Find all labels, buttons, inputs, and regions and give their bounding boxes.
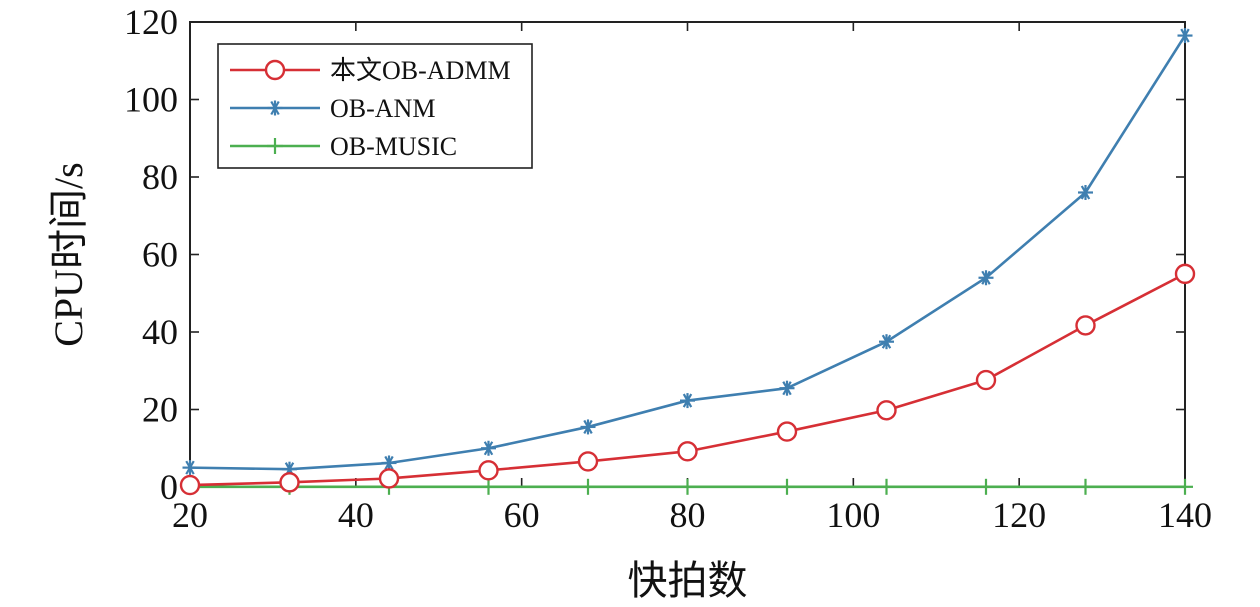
data-point bbox=[1174, 263, 1196, 285]
legend-label: OB-MUSIC bbox=[330, 132, 457, 161]
x-tick-label: 100 bbox=[826, 495, 880, 535]
data-point bbox=[378, 468, 400, 489]
data-point bbox=[677, 441, 698, 462]
legend: 本文OB-ADMM OB-ANM OB-MUSIC bbox=[217, 43, 533, 169]
series-1 bbox=[179, 263, 1196, 496]
legend-item: 本文OB-ADMM bbox=[230, 56, 511, 85]
circle-marker bbox=[279, 472, 300, 493]
circle-marker bbox=[478, 460, 499, 481]
x-tick-label: 80 bbox=[670, 495, 706, 535]
circle-marker bbox=[975, 369, 997, 391]
y-tick-label: 100 bbox=[124, 80, 178, 120]
data-point bbox=[1075, 315, 1096, 336]
data-point bbox=[978, 478, 994, 495]
data-point bbox=[580, 419, 596, 435]
data-point bbox=[978, 270, 994, 286]
y-tick-label: 60 bbox=[142, 235, 178, 275]
legend-label: OB-ANM bbox=[330, 94, 435, 123]
data-point bbox=[481, 440, 496, 456]
legend-label: 本文OB-ADMM bbox=[330, 56, 511, 85]
legend-item: OB-ANM bbox=[230, 94, 435, 123]
x-tick-label: 140 bbox=[1158, 495, 1212, 535]
y-tick-label: 120 bbox=[124, 2, 178, 42]
x-tick-label: 20 bbox=[172, 495, 208, 535]
circle-marker bbox=[776, 421, 798, 442]
data-point bbox=[478, 460, 499, 481]
data-point bbox=[776, 421, 798, 442]
circle-marker bbox=[577, 451, 599, 472]
legend-item: OB-MUSIC bbox=[230, 132, 457, 161]
data-point bbox=[182, 460, 198, 476]
data-point bbox=[1077, 478, 1094, 495]
series-2 bbox=[182, 28, 1193, 477]
data-point bbox=[1177, 28, 1193, 44]
y-axis-title: CPU时间/s bbox=[46, 162, 91, 347]
x-axis-title: 快拍数 bbox=[628, 558, 748, 603]
y-tick-label: 0 bbox=[160, 467, 178, 507]
legend-marker bbox=[267, 100, 283, 116]
data-point bbox=[1177, 478, 1193, 495]
data-point bbox=[975, 369, 997, 391]
y-tick-label: 40 bbox=[142, 312, 178, 352]
circle-marker bbox=[179, 474, 201, 496]
circle-marker bbox=[264, 59, 286, 81]
circle-marker bbox=[677, 441, 698, 462]
data-point bbox=[779, 380, 795, 396]
x-tick-label: 120 bbox=[992, 495, 1046, 535]
data-point bbox=[1078, 185, 1093, 200]
data-point bbox=[381, 455, 397, 471]
circle-marker bbox=[378, 468, 400, 489]
legend-marker bbox=[264, 59, 286, 81]
circle-marker bbox=[876, 400, 897, 421]
data-point bbox=[878, 478, 895, 495]
data-point bbox=[680, 393, 695, 409]
data-point bbox=[876, 400, 897, 421]
y-tick-label: 80 bbox=[142, 157, 178, 197]
y-tick-label: 20 bbox=[142, 390, 178, 430]
circle-marker bbox=[1075, 315, 1096, 336]
circle-marker bbox=[1174, 263, 1196, 285]
data-point bbox=[279, 472, 300, 493]
data-point bbox=[580, 478, 596, 495]
x-tick-label: 40 bbox=[338, 495, 374, 535]
data-point bbox=[179, 474, 201, 496]
data-point bbox=[679, 478, 696, 495]
data-point bbox=[779, 478, 795, 495]
data-point bbox=[879, 334, 894, 350]
data-point bbox=[480, 478, 497, 495]
data-point bbox=[577, 451, 599, 472]
series-layer bbox=[179, 28, 1196, 496]
legend-marker bbox=[267, 138, 283, 154]
x-tick-label: 60 bbox=[504, 495, 540, 535]
